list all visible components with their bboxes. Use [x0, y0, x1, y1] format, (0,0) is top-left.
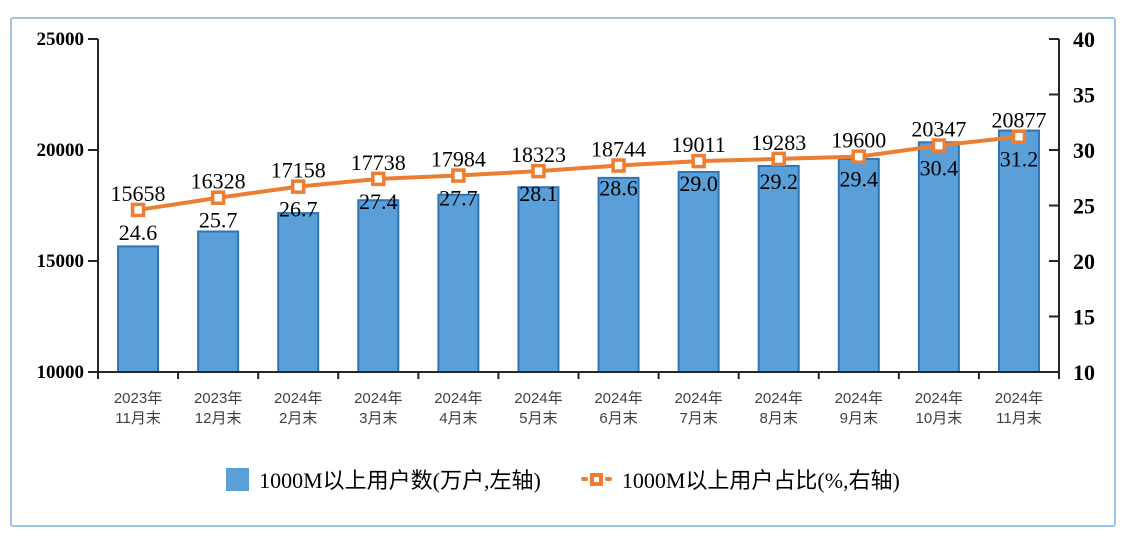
- bar-value-label: 15658: [111, 181, 166, 206]
- left-axis-tick-label: 25000: [37, 29, 85, 50]
- line-value-label: 27.4: [359, 189, 398, 214]
- line-marker: [371, 171, 386, 187]
- legend-label-bar-series: 1000M以上用户数(万户,左轴): [259, 468, 541, 493]
- x-axis-label-year: 2024年: [354, 390, 402, 407]
- x-axis-label-year: 2024年: [915, 390, 963, 407]
- bar-value-label: 19600: [831, 128, 886, 153]
- x-axis-label-month: 8月末: [760, 410, 798, 427]
- x-axis-label-year: 2024年: [514, 390, 562, 407]
- left-axis-tick-label: 20000: [37, 140, 85, 161]
- legend-square-marker-icon: [589, 472, 603, 486]
- bar-series-swatch-icon: [226, 467, 250, 491]
- line-value-label: 29.2: [759, 169, 798, 194]
- line-marker: [851, 149, 867, 164]
- line-marker: [290, 179, 306, 194]
- x-axis-label-year: 2023年: [194, 390, 242, 407]
- line-value-label: 30.4: [920, 156, 959, 181]
- line-series-swatch-icon: [580, 472, 612, 486]
- right-axis-tick-label: 40: [1073, 27, 1095, 52]
- legend-item-bar-series: 1000M以上用户数(万户,左轴): [226, 463, 541, 495]
- line-value-label: 29.0: [679, 171, 718, 196]
- bar-2024年3月末: [357, 199, 400, 373]
- line-marker: [771, 151, 786, 167]
- legend-label-line-series: 1000M以上用户占比(%,右轴): [621, 468, 900, 493]
- bar-2024年9月末: [837, 157, 880, 373]
- x-axis-label-month: 11月末: [996, 410, 1042, 427]
- x-axis-label-month: 4月末: [439, 410, 477, 427]
- x-axis-label-year: 2024年: [755, 390, 803, 407]
- bar-value-label: 20347: [911, 117, 966, 142]
- bar-2024年8月末: [757, 164, 800, 373]
- line-marker: [691, 153, 706, 169]
- line-marker: [1011, 129, 1027, 144]
- x-axis-label-month: 7月末: [679, 410, 717, 427]
- line-marker: [451, 168, 466, 183]
- chart-canvas: 25000 20000 15000 10000 40 35 30 25 20 15 10 2023年 1…: [37, 27, 1096, 427]
- line-value-label: 25.7: [199, 208, 238, 233]
- x-axis-label-year: 2024年: [995, 390, 1043, 407]
- bar-value-label: 17738: [351, 150, 406, 175]
- bar-2024年6月末: [597, 176, 640, 373]
- x-axis-label-year: 2024年: [835, 390, 883, 407]
- x-axis-label-month: 9月末: [840, 410, 878, 427]
- chart-frame: 25000 20000 15000 10000 40 35 30 25 20 15 10 2023年 1…: [10, 17, 1116, 527]
- line-value-label: 24.6: [119, 220, 158, 245]
- bar-value-label: 18323: [511, 142, 566, 167]
- legend-item-line-series: 1000M以上用户占比(%,右轴): [580, 463, 900, 495]
- line-value-label: 31.2: [1000, 147, 1039, 172]
- line-value-label: 29.4: [840, 167, 879, 192]
- bar-2024年4月末: [437, 193, 480, 373]
- line-value-label: 28.6: [599, 176, 638, 201]
- line-marker: [210, 190, 226, 205]
- right-axis-tick-label: 30: [1073, 138, 1095, 163]
- x-axis-label-year: 2023年: [114, 390, 162, 407]
- right-axis-tick-label: 25: [1073, 194, 1095, 219]
- x-axis-label-month: 10月末: [916, 410, 963, 427]
- bar-value-label: 17158: [271, 158, 326, 183]
- bar-2024年2月末: [277, 212, 320, 373]
- chart-legend: 1000M以上用户数(万户,左轴) 1000M以上用户占比(%,右轴): [12, 463, 1114, 495]
- bar-2024年10月末: [917, 141, 960, 373]
- bar-value-label: 18744: [591, 137, 646, 162]
- x-axis-label-month: 6月末: [599, 410, 637, 427]
- bar-value-label: 19283: [751, 130, 806, 155]
- x-axis-label-month: 2月末: [279, 410, 317, 427]
- legend-dash-icon: [604, 477, 612, 481]
- bar-2024年7月末: [677, 170, 720, 373]
- x-axis-label-year: 2024年: [274, 390, 322, 407]
- line-marker: [611, 158, 626, 173]
- line-marker: [931, 138, 947, 153]
- legend-dash-icon: [580, 477, 588, 481]
- line-value-label: 28.1: [519, 181, 558, 206]
- x-axis-label-month: 5月末: [519, 410, 557, 427]
- right-axis-tick-label: 10: [1073, 360, 1095, 385]
- right-axis-tick-label: 15: [1073, 305, 1095, 330]
- x-axis-label-month: 11月末: [115, 410, 161, 427]
- right-axis-tick-label: 35: [1073, 83, 1095, 108]
- bar-value-label: 20877: [991, 108, 1046, 133]
- line-value-label: 27.7: [439, 186, 478, 211]
- left-axis-tick-label: 10000: [37, 362, 85, 383]
- bar-value-label: 16328: [191, 169, 246, 194]
- left-axis-tick-label: 15000: [37, 251, 85, 272]
- x-axis-label-year: 2024年: [594, 390, 642, 407]
- line-marker: [130, 202, 146, 218]
- line-value-label: 26.7: [279, 197, 318, 222]
- bar-2023年12月末: [197, 230, 240, 373]
- bar-value-label: 17984: [431, 147, 486, 172]
- x-axis-label-month: 12月末: [195, 410, 242, 427]
- bar-2024年5月末: [517, 186, 560, 373]
- x-axis-label-month: 3月末: [359, 410, 397, 427]
- right-axis-tick-label: 20: [1073, 249, 1095, 274]
- x-axis-label-year: 2024年: [674, 390, 722, 407]
- bar-2023年11月末: [117, 245, 160, 373]
- line-marker: [531, 163, 546, 179]
- bar-value-label: 19011: [672, 132, 726, 157]
- line-series-path: [137, 134, 1020, 212]
- x-axis-label-year: 2024年: [434, 390, 482, 407]
